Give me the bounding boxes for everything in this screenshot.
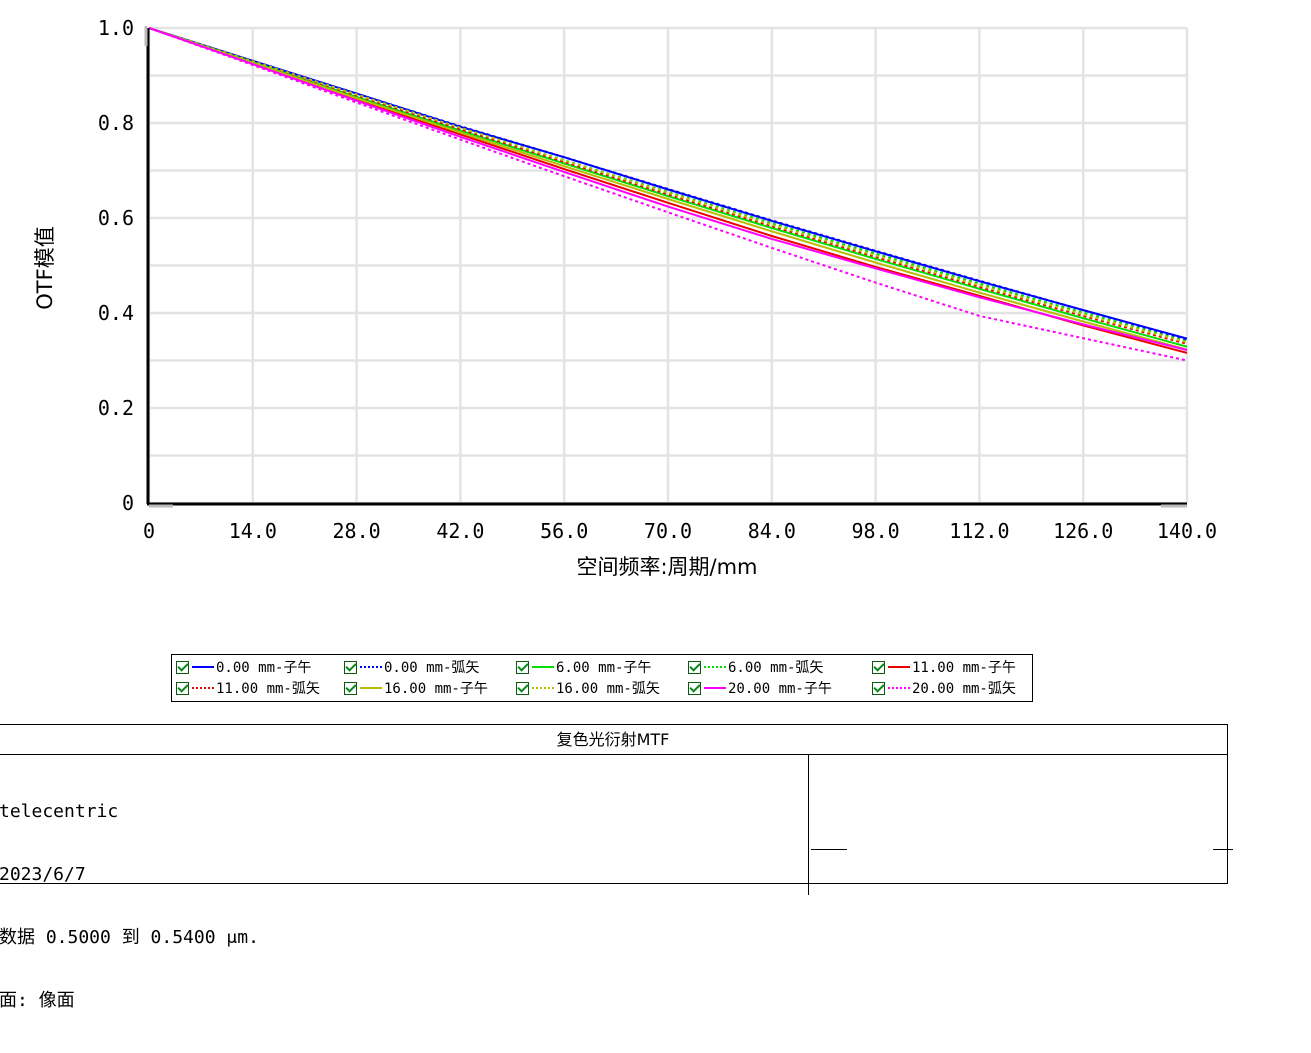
legend-label: 0.00 mm-弧矢 xyxy=(384,660,480,676)
info-corner-mark-left xyxy=(811,849,847,850)
legend-item[interactable]: 6.00 mm-子午 xyxy=(516,657,651,677)
y-tick-labels: 0 0.2 0.4 0.6 0.8 1.0 xyxy=(98,16,134,515)
legend-item[interactable]: 20.00 mm-弧矢 xyxy=(872,678,1016,698)
legend-item[interactable]: 0.00 mm-子午 xyxy=(176,657,311,677)
mtf-chart: 0 14.0 28.0 42.0 56.0 70.0 84.0 98.0 112.0 126.0 1… xyxy=(33,16,1217,579)
legend-swatch xyxy=(704,666,726,668)
x-axis-label: 空间频率:周期/mm xyxy=(576,555,757,579)
x-tick-label: 14.0 xyxy=(229,519,277,543)
legend-label: 6.00 mm-子午 xyxy=(556,660,652,676)
x-tick-label: 140.0 xyxy=(1157,519,1217,543)
legend-swatch xyxy=(192,687,214,689)
legend-item[interactable]: 0.00 mm-弧矢 xyxy=(344,657,479,677)
legend-swatch xyxy=(192,666,214,668)
legend-swatch xyxy=(704,687,726,689)
x-tick-label: 126.0 xyxy=(1053,519,1113,543)
grid xyxy=(147,26,1189,505)
series-line-2 xyxy=(148,27,1188,348)
info-box: 复色光衍射MTF telecentric 2023/6/7 数据 0.5000 … xyxy=(0,724,1233,1011)
y-tick-label: 0.2 xyxy=(98,396,134,420)
legend-checkbox[interactable] xyxy=(872,681,885,695)
x-tick-labels: 0 14.0 28.0 42.0 56.0 70.0 84.0 98.0 112.0 126.0 1… xyxy=(143,519,1217,543)
y-tick-label: 1.0 xyxy=(98,16,134,40)
legend-label: 16.00 mm-子午 xyxy=(384,681,488,697)
x-tick-label: 112.0 xyxy=(949,519,1009,543)
legend-swatch xyxy=(888,666,910,668)
legend: 0.00 mm-子午 0.00 mm-弧矢 6.00 mm-子午 6.00 mm-弧矢… xyxy=(171,654,1033,702)
x-tick-label: 0 xyxy=(143,519,155,543)
legend-item[interactable]: 16.00 mm-弧矢 xyxy=(516,678,660,698)
info-line-wavelength: 数据 0.5000 到 0.5400 μm. xyxy=(0,927,259,948)
y-tick-label: 0.6 xyxy=(98,206,134,230)
legend-swatch xyxy=(360,687,382,689)
info-divider xyxy=(808,755,809,895)
info-title: 复色光衍射MTF xyxy=(0,725,1227,755)
legend-checkbox[interactable] xyxy=(176,681,189,695)
legend-label: 20.00 mm-子午 xyxy=(728,681,832,697)
legend-label: 16.00 mm-弧矢 xyxy=(556,681,660,697)
legend-swatch xyxy=(532,687,554,689)
legend-swatch xyxy=(532,666,554,668)
series-line-6 xyxy=(148,27,1188,351)
y-axis-label: OTF模值 xyxy=(33,226,57,309)
legend-checkbox[interactable] xyxy=(872,660,885,674)
legend-swatch xyxy=(888,687,910,689)
legend-label: 20.00 mm-弧矢 xyxy=(912,681,1016,697)
legend-checkbox[interactable] xyxy=(344,660,357,674)
y-tick-label: 0 xyxy=(122,491,134,515)
y-tick-label: 0.8 xyxy=(98,111,134,135)
legend-item[interactable]: 11.00 mm-弧矢 xyxy=(176,678,320,698)
x-tick-label: 28.0 xyxy=(333,519,381,543)
legend-item[interactable]: 16.00 mm-子午 xyxy=(344,678,488,698)
legend-checkbox[interactable] xyxy=(688,681,701,695)
x-tick-label: 70.0 xyxy=(644,519,692,543)
x-tick-label: 42.0 xyxy=(436,519,484,543)
series-layer xyxy=(148,27,1188,362)
legend-label: 0.00 mm-子午 xyxy=(216,660,312,676)
axes xyxy=(144,26,1187,508)
legend-label: 11.00 mm-弧矢 xyxy=(216,681,320,697)
legend-item[interactable]: 11.00 mm-子午 xyxy=(872,657,1016,677)
x-tick-label: 84.0 xyxy=(748,519,796,543)
legend-checkbox[interactable] xyxy=(344,681,357,695)
series-line-7 xyxy=(148,27,1188,344)
info-line-lens: telecentric xyxy=(0,801,119,822)
legend-swatch xyxy=(360,666,382,668)
x-tick-label: 56.0 xyxy=(540,519,588,543)
y-tick-label: 0.4 xyxy=(98,301,134,325)
legend-item[interactable]: 20.00 mm-子午 xyxy=(688,678,832,698)
legend-label: 6.00 mm-弧矢 xyxy=(728,660,824,676)
info-corner-mark-right xyxy=(1213,849,1233,850)
legend-checkbox[interactable] xyxy=(516,681,529,695)
x-tick-label: 98.0 xyxy=(852,519,900,543)
series-line-8 xyxy=(148,27,1188,351)
info-line-date: 2023/6/7 xyxy=(0,864,86,885)
legend-checkbox[interactable] xyxy=(176,660,189,674)
info-line-surface: 面: 像面 xyxy=(0,990,75,1011)
legend-item[interactable]: 6.00 mm-弧矢 xyxy=(688,657,823,677)
series-line-9 xyxy=(148,27,1188,362)
legend-checkbox[interactable] xyxy=(688,660,701,674)
legend-checkbox[interactable] xyxy=(516,660,529,674)
legend-label: 11.00 mm-子午 xyxy=(912,660,1016,676)
info-text: telecentric 2023/6/7 数据 0.5000 到 0.5400 … xyxy=(0,759,259,1053)
